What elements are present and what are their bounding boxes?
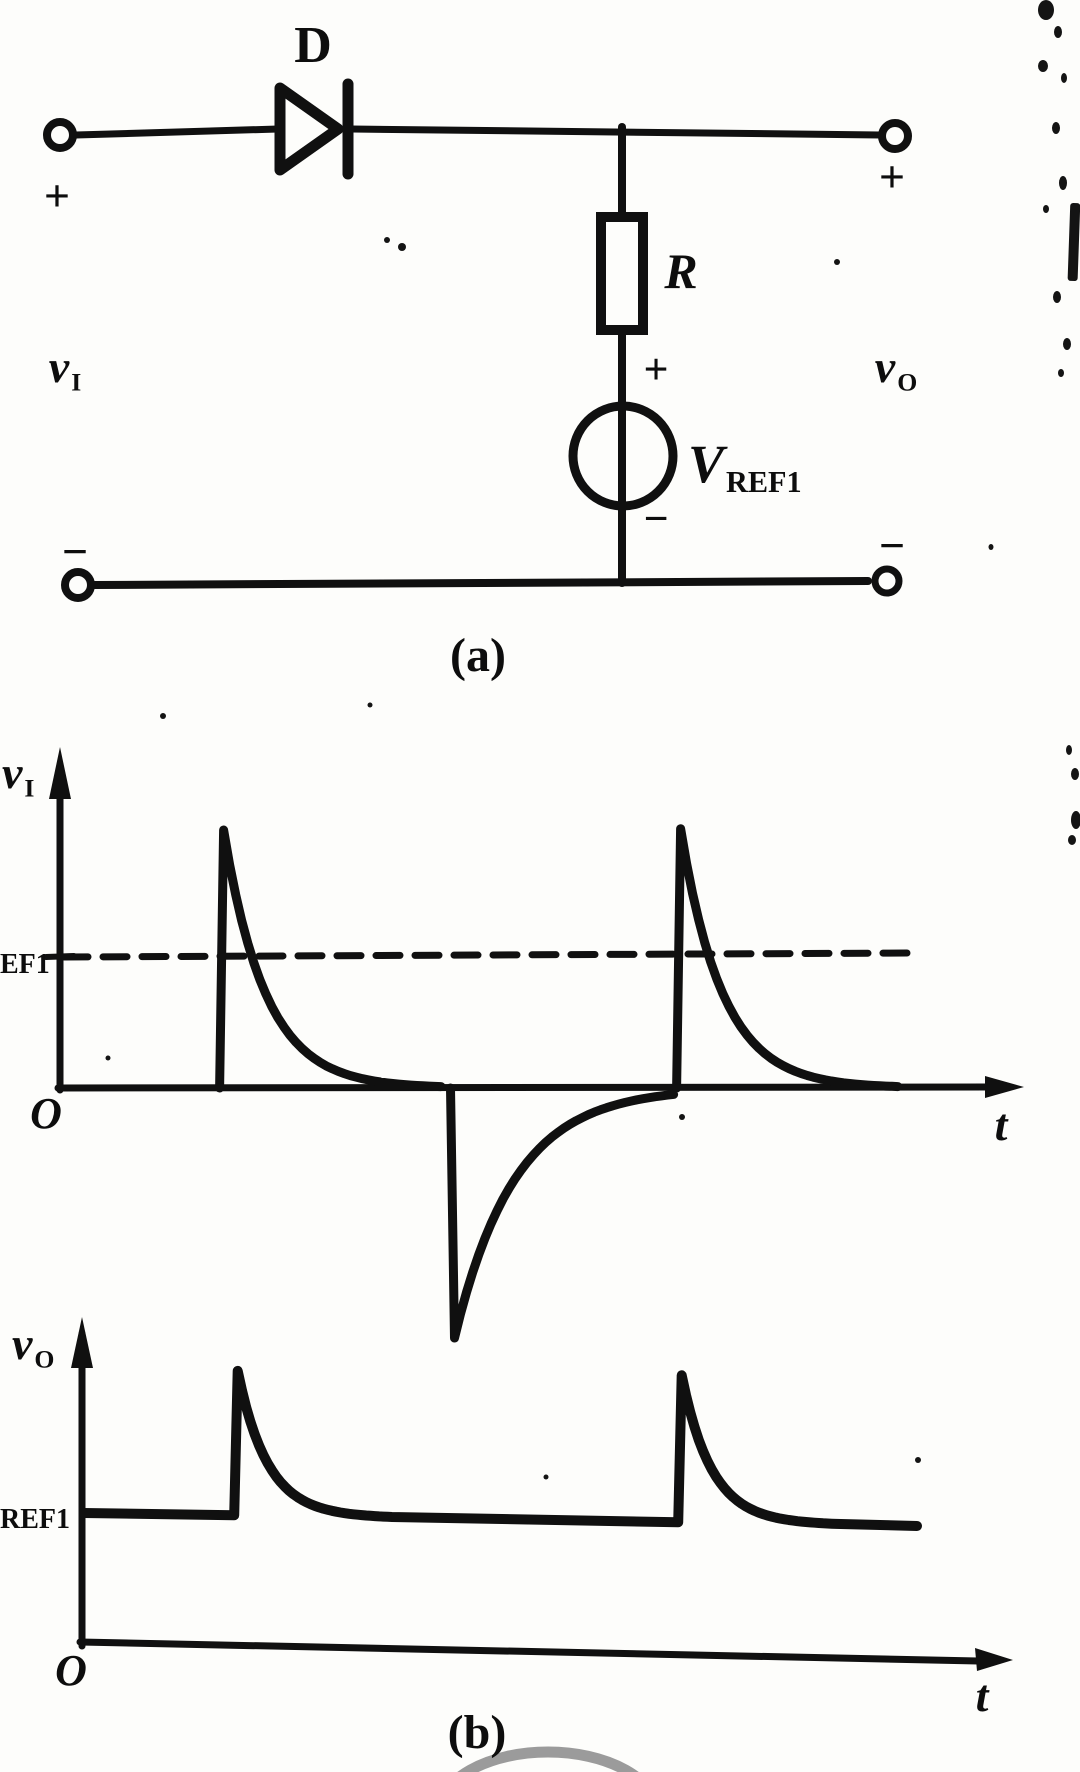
ink-dot — [543, 1474, 549, 1480]
g1-x-axis-label: t — [995, 1102, 1008, 1148]
g2-ref-level-label: REF1 — [0, 1506, 70, 1534]
g2-xlabel-text: t — [975, 1670, 989, 1721]
resistor-symbol — [596, 212, 648, 335]
voltage-source-circle — [568, 401, 678, 511]
g1-xlabel-text: t — [994, 1099, 1008, 1150]
plus-glyph: + — [643, 345, 669, 394]
ink-dot — [384, 237, 390, 243]
minus-glyph: − — [878, 520, 906, 571]
plus-glyph: + — [43, 170, 71, 221]
ink-dot — [367, 702, 373, 708]
vref1-dashed-line — [60, 949, 917, 961]
scan-speckle — [1061, 73, 1067, 83]
g2-ref-level-text: REF1 — [0, 1504, 70, 1535]
scan-speckle — [988, 544, 994, 550]
output-waveform-plot — [71, 1317, 1013, 1671]
g2-ylabel-base: v — [12, 1318, 33, 1369]
g1-origin-text: O — [30, 1089, 62, 1138]
output-terminal-bottom — [871, 565, 903, 597]
scan-speckle — [1063, 338, 1071, 350]
output-minus-sign: − — [879, 523, 905, 569]
g1-origin-label: O — [30, 1092, 62, 1136]
output-voltage-subscript: O — [897, 367, 918, 397]
scan-speckle — [1053, 291, 1061, 303]
g2-y-axis-label: vO — [12, 1318, 54, 1372]
bottom-wire — [91, 577, 872, 589]
g1-ref-level-text: EF1 — [0, 949, 50, 980]
input-terminal-top — [43, 118, 77, 152]
input-waveform-curve — [215, 824, 903, 1343]
scan-speckle — [1038, 0, 1054, 20]
g2-ylabel-subscript: O — [34, 1344, 55, 1374]
scan-artifacts — [105, 0, 1080, 1772]
plus-glyph: + — [878, 151, 906, 202]
watermark-arc — [457, 1746, 639, 1772]
ink-dot — [834, 259, 840, 265]
source-plus-sign: + — [643, 348, 668, 392]
scan-speckle — [1038, 60, 1048, 72]
resistor-label: R — [664, 246, 697, 296]
g1-x-axis — [54, 1083, 994, 1092]
output-voltage-base: v — [874, 341, 896, 392]
input-plus-sign: + — [44, 173, 70, 219]
scan-speckle — [1052, 122, 1060, 134]
vref1-axis-tick — [43, 953, 77, 960]
top-wire-left — [72, 125, 282, 139]
scan-speckle — [1054, 26, 1062, 38]
minus-glyph: − — [61, 526, 89, 577]
diode-label: D — [294, 20, 332, 72]
g2-x-axis-label: t — [976, 1673, 989, 1719]
g2-origin-text: O — [55, 1646, 87, 1695]
g1-x-axis-arrowhead — [985, 1076, 1024, 1098]
g2-x-axis — [76, 1638, 982, 1665]
g2-x-axis-arrowhead — [975, 1648, 1013, 1671]
ink-dot — [915, 1457, 921, 1463]
resistor-label-text: R — [664, 243, 698, 299]
input-voltage-subscript: I — [71, 367, 82, 397]
caption-b-text: (b) — [447, 1706, 507, 1759]
input-waveform-plot — [43, 747, 1024, 1343]
g1-y-axis-arrowhead — [49, 747, 71, 799]
g1-y-axis-label: vI — [2, 747, 34, 801]
g1-ylabel-subscript: I — [24, 773, 35, 803]
output-terminal-top — [878, 119, 912, 153]
scan-speckle — [1059, 176, 1067, 190]
scan-speckle — [1068, 835, 1076, 845]
output-plus-sign: + — [879, 154, 905, 200]
source-voltage-label: VREF1 — [688, 434, 802, 497]
g2-y-axis-arrowhead — [71, 1317, 93, 1368]
ink-dot — [398, 243, 406, 251]
g1-ylabel-base: v — [2, 747, 23, 798]
g2-origin-label: O — [55, 1649, 87, 1693]
diode-label-text: D — [294, 17, 332, 74]
input-voltage-label: vI — [48, 341, 81, 395]
caption-a: (a) — [450, 632, 506, 680]
scan-speckle — [1066, 745, 1072, 755]
source-minus-sign: − — [643, 497, 668, 541]
source-voltage-subscript: REF1 — [726, 464, 802, 499]
input-minus-sign: − — [62, 529, 88, 575]
ink-dot — [160, 713, 166, 719]
scan-streak — [1067, 202, 1080, 282]
scan-speckle — [1058, 369, 1064, 377]
ink-dot — [679, 1114, 685, 1120]
output-voltage-label: vO — [874, 341, 917, 395]
source-voltage-base: V — [688, 434, 725, 494]
g1-ref-level-label: EF1 — [0, 951, 50, 979]
input-terminal-bottom — [61, 568, 95, 602]
caption-a-text: (a) — [450, 629, 506, 682]
ink-dot — [105, 1055, 111, 1061]
diode-triangle — [274, 82, 344, 176]
output-waveform-curve — [79, 1365, 922, 1531]
scan-speckle — [1071, 811, 1080, 829]
input-voltage-base: v — [48, 341, 70, 392]
scan-speckle — [1071, 768, 1079, 780]
caption-b: (b) — [448, 1709, 507, 1757]
scan-speckle — [1043, 205, 1049, 213]
top-wire-right — [348, 125, 884, 139]
minus-glyph: − — [643, 494, 669, 543]
circuit-diagram — [43, 78, 912, 602]
